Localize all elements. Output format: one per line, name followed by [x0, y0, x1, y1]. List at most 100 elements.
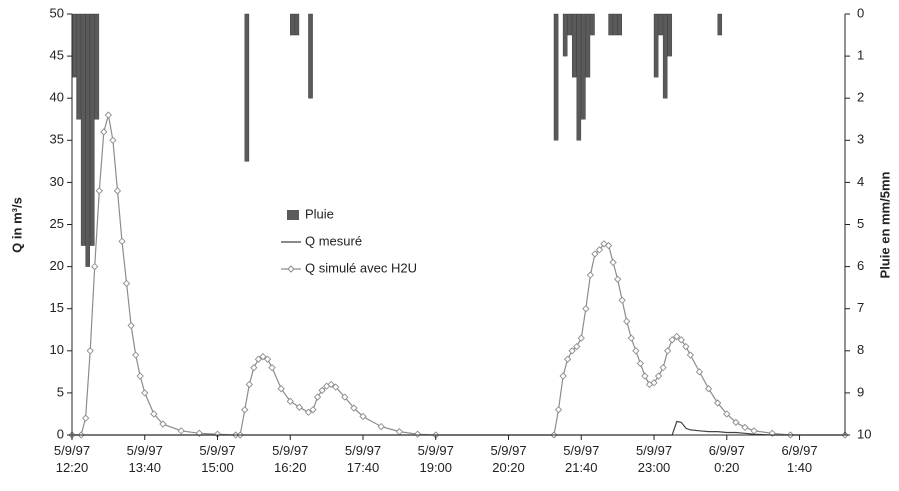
q-marker	[577, 334, 585, 342]
rain-bar	[85, 13, 90, 267]
q-marker	[554, 406, 563, 414]
y-tick-label: 30	[50, 174, 64, 189]
legend-label: Q mesuré	[305, 233, 362, 248]
rain-bar	[653, 13, 659, 78]
q-marker	[304, 408, 313, 416]
y2-tick-label: 7	[857, 300, 864, 315]
q-marker	[86, 347, 94, 355]
q-marker	[177, 427, 185, 435]
q-marker	[313, 393, 322, 401]
q-marker	[377, 422, 385, 431]
q-line	[72, 114, 845, 436]
q-marker	[122, 279, 131, 288]
y-tick-label: 15	[50, 300, 64, 315]
x-tick-label: 5/9/97 23:00	[636, 443, 672, 475]
x-tick-label: 5/9/97 15:00	[199, 443, 235, 475]
q-marker	[359, 412, 367, 421]
q-marker	[582, 305, 590, 313]
q-marker	[104, 111, 113, 119]
rain-bar	[80, 13, 86, 246]
y2-tick-label: 8	[857, 342, 864, 357]
q-marker	[650, 379, 658, 387]
q-marker	[741, 423, 749, 432]
rain-bar	[667, 13, 673, 57]
rain-bar	[553, 13, 559, 141]
rain-bar	[608, 13, 613, 36]
y-tick-label: 40	[50, 90, 64, 105]
x-tick-label: 6/9/97 1:40	[781, 443, 817, 475]
q-marker	[732, 418, 740, 427]
q-marker	[636, 359, 645, 368]
y-tick-label: 35	[50, 132, 64, 147]
legend-swatch	[287, 210, 299, 220]
x-tick-label: 5/9/97 21:40	[563, 443, 599, 475]
rain-bar	[94, 13, 100, 120]
q-marker	[664, 347, 672, 355]
y2-tick-label: 1	[857, 48, 864, 63]
q-marker	[627, 334, 635, 342]
rain-bar	[71, 13, 77, 78]
q-marker	[136, 372, 144, 380]
y2-tick-label: 0	[857, 5, 864, 20]
q-marker	[604, 241, 613, 250]
q-marker	[600, 240, 608, 248]
rain-bar	[617, 13, 622, 36]
q-marker	[668, 336, 676, 344]
q-marker	[245, 380, 253, 389]
q-marker	[641, 372, 649, 380]
q-marker	[332, 383, 340, 391]
x-tick-label: 5/9/97 20:20	[490, 443, 526, 475]
q-marker	[141, 389, 149, 397]
q-marker	[263, 355, 272, 363]
q-marker	[286, 397, 294, 405]
x-tick-label: 5/9/97 12:20	[54, 443, 90, 475]
q-marker	[341, 393, 349, 401]
q-marker	[704, 385, 713, 393]
legend-label: Q simulé avec H2U	[305, 260, 417, 275]
q-marker	[150, 410, 158, 418]
q-marker	[113, 187, 122, 195]
q-marker	[309, 406, 317, 414]
y-tick-label: 50	[50, 5, 64, 20]
q-marker	[573, 342, 581, 351]
q-marker	[618, 296, 626, 304]
q-marker	[350, 404, 358, 412]
y2-tick-label: 4	[857, 174, 864, 189]
q-marker	[118, 237, 126, 245]
q-marker	[609, 258, 617, 267]
y2-tick-label: 6	[857, 258, 864, 273]
q-marker	[82, 414, 90, 422]
q-marker	[654, 372, 663, 380]
q-marker	[659, 364, 667, 372]
q-marker	[723, 410, 731, 418]
q-marker	[318, 386, 326, 395]
q-marker	[686, 351, 695, 359]
q-marker	[109, 136, 117, 144]
rain-bar	[244, 13, 250, 162]
legend-marker	[287, 265, 295, 273]
rain-bar	[290, 13, 295, 36]
rain-bar	[581, 13, 586, 120]
rain-bar	[590, 13, 595, 36]
q-marker	[695, 368, 704, 376]
q-marker	[614, 275, 622, 283]
rain-bar	[571, 13, 577, 78]
q-marker	[327, 380, 335, 389]
rain-bar	[294, 13, 300, 36]
y2-tick-label: 3	[857, 132, 864, 147]
y2-tick-label: 2	[857, 90, 864, 105]
q-marker	[100, 128, 108, 136]
q-marker	[591, 250, 599, 258]
rain-bar	[308, 13, 313, 99]
rain-bar	[717, 13, 723, 36]
y-axis-title: Q in m³/s	[9, 197, 24, 253]
y-tick-label: 0	[57, 426, 64, 441]
q-marker	[586, 271, 595, 279]
q-marker	[595, 246, 604, 254]
rain-bar	[612, 13, 618, 36]
legend-label: Pluie	[305, 206, 334, 221]
rain-bar	[562, 13, 568, 57]
y2-axis-title: Pluie en mm/5mn	[877, 171, 892, 278]
q-marker	[395, 427, 404, 436]
